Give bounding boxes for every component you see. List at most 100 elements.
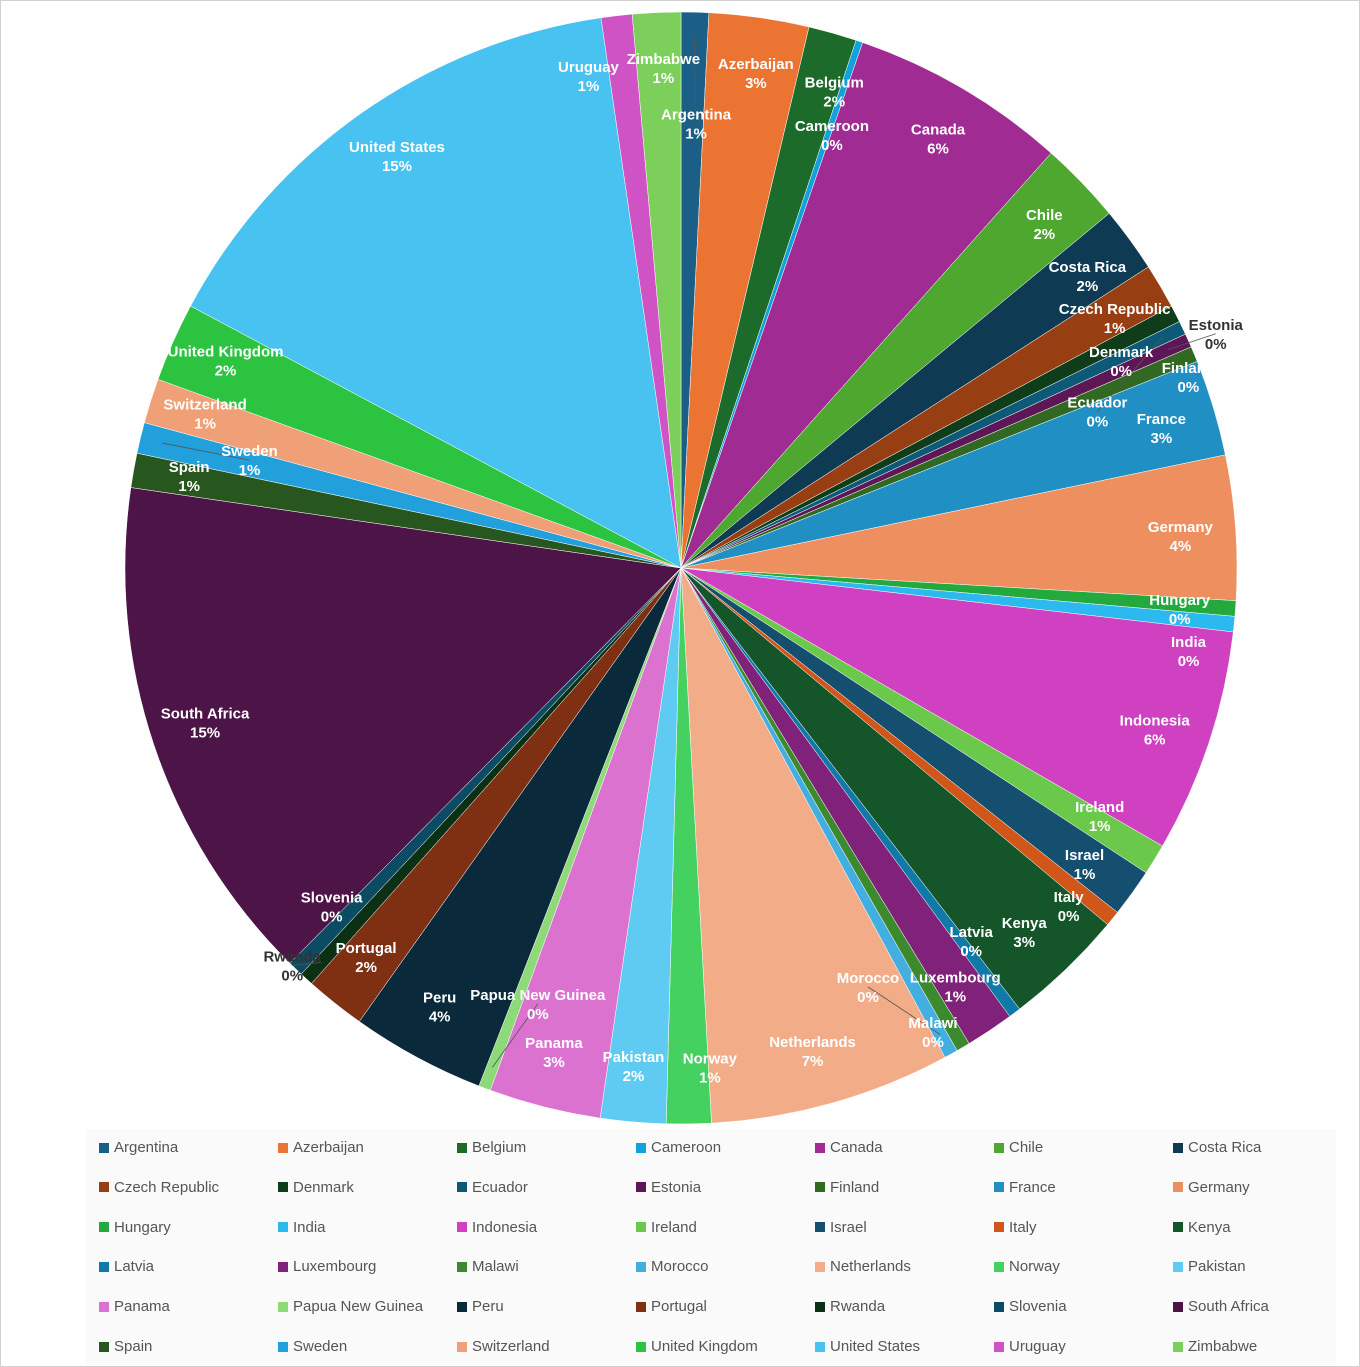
legend-item[interactable]: United Kingdom [636, 1338, 758, 1355]
legend-label: Malawi [472, 1258, 519, 1276]
legend-label: Zimbabwe [1188, 1338, 1258, 1355]
legend-label: Indonesia [472, 1218, 538, 1236]
data-label-value: 1% [178, 478, 200, 495]
data-label: Netherlands 7% [769, 1034, 856, 1070]
legend-item[interactable]: Hungary [99, 1219, 171, 1236]
data-label: Indonesia 6% [1120, 712, 1191, 748]
data-label-name: France [1137, 411, 1186, 428]
legend-swatch [278, 1142, 288, 1153]
legend-label: Israel [830, 1218, 867, 1236]
legend-item[interactable]: Luxembourg [278, 1258, 376, 1275]
legend-item[interactable]: Morocco [636, 1258, 709, 1275]
legend-swatch [99, 1261, 109, 1272]
data-label: United Kingdom 2% [168, 344, 284, 380]
data-label-name: Denmark [1089, 344, 1154, 361]
legend-item[interactable]: Uruguay [994, 1338, 1066, 1355]
legend-item[interactable]: United States [815, 1338, 920, 1355]
legend-item[interactable]: Argentina [99, 1139, 178, 1156]
legend-item[interactable]: Malawi [457, 1258, 519, 1275]
legend-item[interactable]: Ecuador [457, 1179, 528, 1196]
legend-item[interactable]: Panama [99, 1298, 170, 1315]
data-label-name: Argentina [661, 106, 732, 123]
legend-item[interactable]: Belgium [457, 1139, 526, 1156]
data-label-name: United States [349, 139, 445, 156]
data-label-value: 1% [1089, 818, 1111, 835]
legend-item[interactable]: France [994, 1179, 1056, 1196]
data-label-name: Kenya [1002, 915, 1048, 932]
legend-item[interactable]: Papua New Guinea [278, 1298, 423, 1315]
legend-item[interactable]: Ireland [636, 1219, 697, 1236]
legend-swatch [99, 1182, 109, 1193]
pie-slice-south-africa[interactable] [124, 487, 682, 964]
legend-label: Portugal [651, 1298, 707, 1316]
legend-item[interactable]: Kenya [1173, 1219, 1231, 1236]
legend-item[interactable]: Norway [994, 1258, 1060, 1275]
data-label: Norway 1% [683, 1051, 738, 1087]
legend-swatch [994, 1182, 1004, 1193]
legend-item[interactable]: Estonia [636, 1179, 701, 1196]
data-label-value: 3% [543, 1054, 565, 1071]
pie-slice-indonesia[interactable] [680, 567, 1234, 847]
legend-label: Netherlands [830, 1258, 911, 1276]
legend-item[interactable]: Italy [994, 1219, 1037, 1236]
legend-item[interactable]: Slovenia [994, 1298, 1067, 1315]
data-label-name: Germany [1148, 519, 1214, 536]
data-label: Sweden 1% [221, 443, 278, 479]
pie-slice-netherlands[interactable] [680, 567, 946, 1124]
legend-item[interactable]: Israel [815, 1219, 867, 1236]
legend-item[interactable]: Indonesia [457, 1219, 537, 1236]
legend-item[interactable]: Costa Rica [1173, 1139, 1261, 1156]
legend-item[interactable]: Cameroon [636, 1139, 721, 1156]
legend-swatch [457, 1142, 467, 1153]
legend-item[interactable]: Portugal [636, 1298, 707, 1315]
legend-item[interactable]: Zimbabwe [1173, 1338, 1257, 1355]
legend-swatch [99, 1301, 109, 1312]
data-label-name: South Africa [161, 706, 250, 723]
legend-item[interactable]: Denmark [278, 1179, 354, 1196]
legend-swatch [278, 1301, 288, 1312]
legend-swatch [278, 1222, 288, 1233]
legend-item[interactable]: South Africa [1173, 1298, 1269, 1315]
legend-label: India [293, 1218, 326, 1236]
data-label-value: 1% [699, 1070, 721, 1087]
legend-item[interactable]: Azerbaijan [278, 1139, 364, 1156]
legend-label: Norway [1009, 1258, 1060, 1276]
legend-item[interactable]: Latvia [99, 1258, 154, 1275]
legend-item[interactable]: Finland [815, 1179, 879, 1196]
leader-line [694, 34, 697, 124]
data-label-name: Netherlands [769, 1034, 856, 1051]
legend-swatch [994, 1261, 1004, 1272]
pie-slice-zimbabwe[interactable] [631, 11, 682, 569]
leader-line [867, 986, 941, 1035]
legend-swatch [278, 1261, 288, 1272]
data-label-value: 1% [653, 70, 675, 87]
legend-item[interactable]: Switzerland [457, 1338, 550, 1355]
data-label-value: 3% [1013, 934, 1035, 951]
data-label: Belgium 2% [805, 75, 864, 111]
legend-item[interactable]: Chile [994, 1139, 1043, 1156]
legend-item[interactable]: Netherlands [815, 1258, 911, 1275]
data-label-value: 0% [821, 137, 843, 154]
legend-item[interactable]: Rwanda [815, 1298, 885, 1315]
legend-swatch [636, 1261, 646, 1272]
legend-label: Finland [830, 1178, 880, 1196]
legend-item[interactable]: India [278, 1219, 326, 1236]
legend-label: United Kingdom [651, 1338, 758, 1355]
leader-line [1167, 333, 1216, 350]
pie-slice-united-states[interactable] [190, 17, 682, 569]
legend-item[interactable]: Canada [815, 1139, 883, 1156]
data-label: Ireland 1% [1075, 799, 1124, 835]
legend-item[interactable]: Pakistan [1173, 1258, 1246, 1275]
data-label-name: Peru [423, 989, 456, 1006]
legend-item[interactable]: Spain [99, 1338, 152, 1355]
data-label-value: 7% [802, 1053, 824, 1070]
legend-item[interactable]: Germany [1173, 1179, 1250, 1196]
legend-item[interactable]: Czech Republic [99, 1179, 219, 1196]
legend-item[interactable]: Sweden [278, 1338, 347, 1355]
legend-item[interactable]: Peru [457, 1298, 504, 1315]
legend-label: Sweden [293, 1338, 348, 1355]
data-label-name: Portugal [336, 940, 397, 957]
legend-label: Papua New Guinea [293, 1298, 424, 1316]
pie-slice-canada[interactable] [680, 42, 1052, 569]
legend-label: Hungary [114, 1218, 171, 1236]
